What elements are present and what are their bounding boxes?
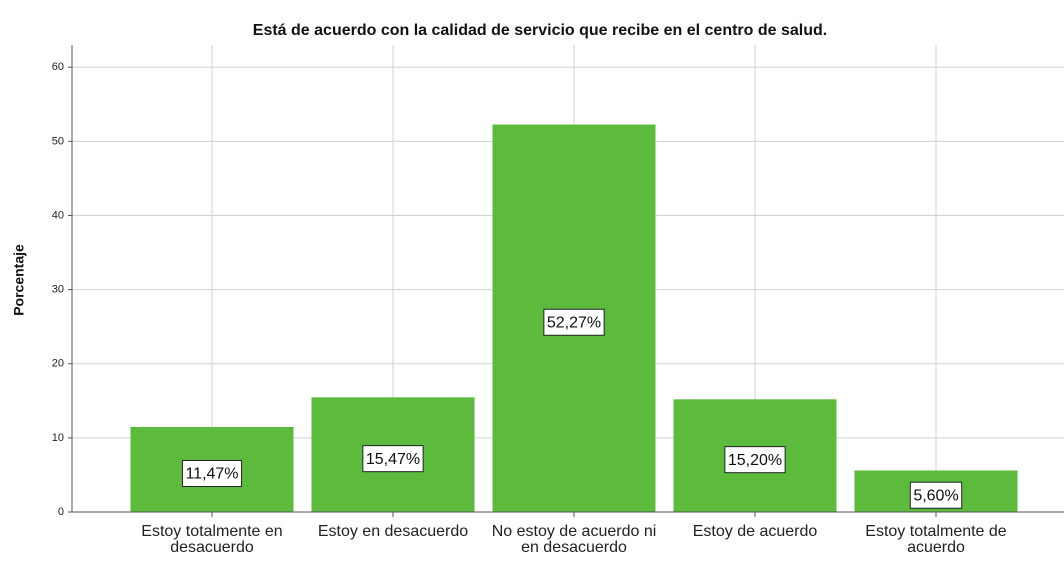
x-tick-label: Estoy totalmente de acuerdo: [865, 523, 1007, 556]
value-label-group: 15,47%: [362, 445, 424, 473]
y-tick-label: 30: [52, 284, 64, 296]
y-axis-label: Porcentaje: [11, 244, 27, 316]
value-label-box: [362, 445, 424, 473]
y-tick-label: 20: [52, 358, 64, 370]
y-tick-label: 0: [58, 506, 64, 518]
x-tick-label: Estoy en desacuerdo: [317, 523, 469, 540]
x-tick-label: Estoy totalmente en desacuerdo: [141, 523, 283, 556]
value-label: 15,47%: [366, 451, 420, 468]
value-label-box: [543, 308, 605, 336]
y-tick-label: 50: [52, 135, 64, 147]
y-tick-label: 40: [52, 209, 64, 221]
value-label: 11,47%: [185, 466, 238, 483]
value-label-box: [724, 446, 786, 474]
value-label: 15,20%: [728, 452, 782, 469]
value-label: 5,60%: [913, 487, 958, 504]
x-tick-label: Estoy de acuerdo: [692, 523, 818, 540]
y-tick-label: 60: [52, 61, 64, 73]
value-label-group: 15,20%: [724, 446, 786, 474]
value-label-group: 5,60%: [909, 481, 963, 509]
value-label-group: 52,27%: [543, 308, 605, 336]
chart-title: Está de acuerdo con la calidad de servic…: [253, 22, 827, 39]
value-label-box: [909, 481, 963, 509]
value-label-group: 11,47%: [181, 459, 243, 487]
value-label-box: [181, 459, 243, 487]
value-label: 52,27%: [547, 314, 601, 331]
x-tick-label: No estoy de acuerdo ni en desacuerdo: [491, 523, 657, 556]
y-tick-label: 10: [52, 432, 64, 444]
